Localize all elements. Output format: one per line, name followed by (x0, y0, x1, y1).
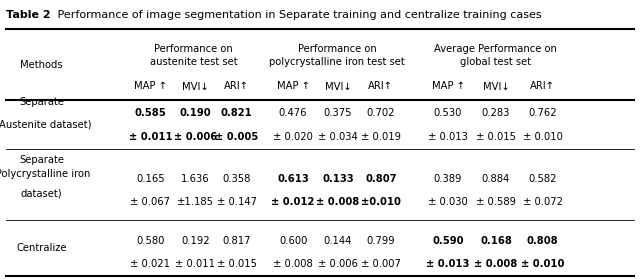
Text: ± 0.008: ± 0.008 (474, 259, 518, 269)
Text: ± 0.034: ± 0.034 (318, 132, 358, 142)
Text: ± 0.013: ± 0.013 (426, 259, 470, 269)
Text: ± 0.067: ± 0.067 (131, 197, 170, 207)
Text: ± 0.010: ± 0.010 (523, 132, 563, 142)
Text: 0.884: 0.884 (482, 174, 510, 184)
Text: ± 0.006: ± 0.006 (173, 132, 217, 142)
Text: ± 0.021: ± 0.021 (131, 259, 170, 269)
Text: 0.808: 0.808 (527, 236, 559, 246)
Text: 0.613: 0.613 (277, 174, 309, 184)
Text: MAP ↑: MAP ↑ (276, 81, 310, 92)
Text: ± 0.072: ± 0.072 (523, 197, 563, 207)
Text: 0.582: 0.582 (529, 174, 557, 184)
Text: ± 0.010: ± 0.010 (521, 259, 564, 269)
Text: ± 0.020: ± 0.020 (273, 132, 313, 142)
Text: 0.799: 0.799 (367, 236, 395, 246)
Text: ± 0.589: ± 0.589 (476, 197, 516, 207)
Text: ( Austenite dataset): ( Austenite dataset) (0, 119, 92, 129)
Text: ARI↑: ARI↑ (368, 81, 394, 92)
Text: MVI↓: MVI↓ (182, 81, 209, 92)
Text: ± 0.011: ± 0.011 (175, 259, 215, 269)
Text: 0.590: 0.590 (432, 236, 464, 246)
Text: 0.600: 0.600 (279, 236, 307, 246)
Text: 0.168: 0.168 (480, 236, 512, 246)
Text: MAP ↑: MAP ↑ (134, 81, 167, 92)
Text: ±1.185: ±1.185 (177, 197, 214, 207)
Text: 0.821: 0.821 (221, 108, 253, 118)
Text: ± 0.008: ± 0.008 (273, 259, 313, 269)
Text: ± 0.007: ± 0.007 (361, 259, 401, 269)
Text: 0.144: 0.144 (324, 236, 352, 246)
Text: 0.817: 0.817 (223, 236, 251, 246)
Text: ± 0.015: ± 0.015 (217, 259, 257, 269)
Text: ± 0.005: ± 0.005 (215, 132, 259, 142)
Text: ± 0.006: ± 0.006 (318, 259, 358, 269)
Text: Methods: Methods (20, 60, 63, 70)
Text: 0.580: 0.580 (136, 236, 164, 246)
Text: 0.530: 0.530 (434, 108, 462, 118)
Text: Performance on
polycrystalline iron test set: Performance on polycrystalline iron test… (269, 44, 405, 68)
Text: 0.762: 0.762 (529, 108, 557, 118)
Text: (Polycrystalline iron: (Polycrystalline iron (0, 169, 91, 179)
Text: ± 0.015: ± 0.015 (476, 132, 516, 142)
Text: 0.165: 0.165 (136, 174, 164, 184)
Text: Centralize: Centralize (17, 243, 67, 253)
Text: Separate: Separate (19, 97, 64, 107)
Text: 0.358: 0.358 (223, 174, 251, 184)
Text: ± 0.030: ± 0.030 (428, 197, 468, 207)
Text: Performance on
austenite test set: Performance on austenite test set (150, 44, 237, 68)
Text: ARI↑: ARI↑ (224, 81, 250, 92)
Text: ±0.010: ±0.010 (361, 197, 401, 207)
Text: Average Performance on
global test set: Average Performance on global test set (434, 44, 557, 68)
Text: 0.375: 0.375 (324, 108, 352, 118)
Text: ARI↑: ARI↑ (530, 81, 556, 92)
Text: ± 0.011: ± 0.011 (129, 132, 172, 142)
Text: Performance of image segmentation in Separate training and centralize training c: Performance of image segmentation in Sep… (54, 10, 542, 20)
Text: 0.192: 0.192 (181, 236, 209, 246)
Text: ± 0.008: ± 0.008 (316, 197, 360, 207)
Text: Separate: Separate (19, 155, 64, 165)
Text: 0.389: 0.389 (434, 174, 462, 184)
Text: 0.283: 0.283 (482, 108, 510, 118)
Text: ± 0.019: ± 0.019 (361, 132, 401, 142)
Text: ± 0.013: ± 0.013 (428, 132, 468, 142)
Text: 1.636: 1.636 (181, 174, 209, 184)
Text: 0.133: 0.133 (322, 174, 354, 184)
Text: MVI↓: MVI↓ (483, 81, 509, 92)
Text: MVI↓: MVI↓ (324, 81, 351, 92)
Text: 0.476: 0.476 (279, 108, 307, 118)
Text: dataset): dataset) (20, 189, 63, 199)
Text: MAP ↑: MAP ↑ (431, 81, 465, 92)
Text: ± 0.012: ± 0.012 (271, 197, 315, 207)
Text: 0.585: 0.585 (134, 108, 166, 118)
Text: 0.190: 0.190 (179, 108, 211, 118)
Text: Table 2: Table 2 (6, 10, 51, 20)
Text: 0.807: 0.807 (365, 174, 397, 184)
Text: 0.702: 0.702 (367, 108, 395, 118)
Text: ± 0.147: ± 0.147 (217, 197, 257, 207)
